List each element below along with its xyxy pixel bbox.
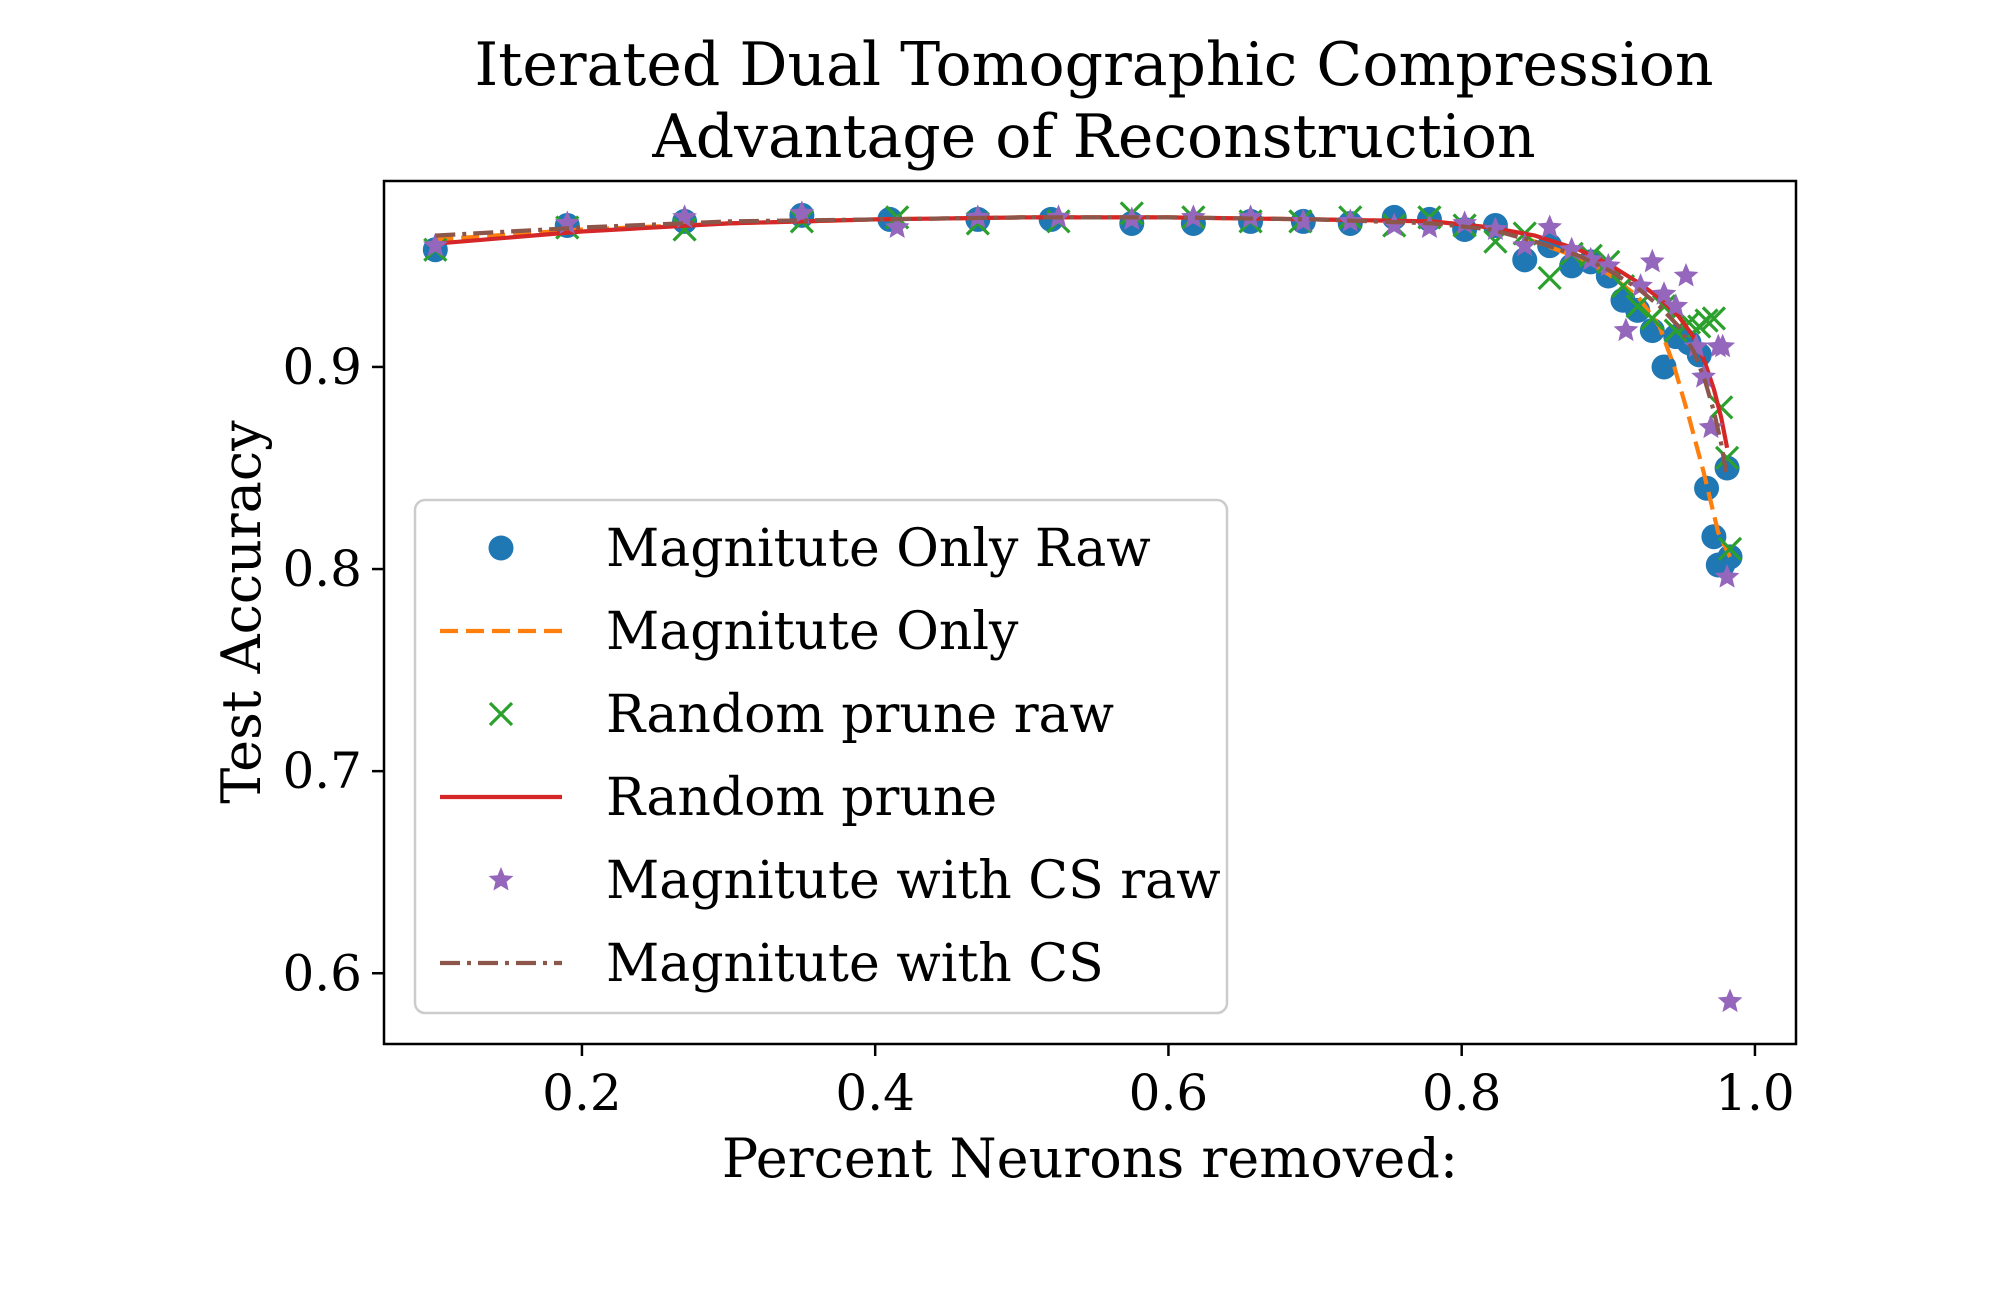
data-point xyxy=(1537,265,1562,291)
series-line xyxy=(435,215,1730,479)
legend-box xyxy=(413,498,1229,1015)
legend-swatch xyxy=(488,867,514,891)
y-tick-label: 0.9 xyxy=(282,338,362,396)
data-point xyxy=(1710,333,1736,358)
series-magnitute-with-cs xyxy=(435,215,1730,479)
legend-label: Magnitute Only xyxy=(606,602,1019,662)
x-tick-label: 0.8 xyxy=(1422,1064,1502,1122)
data-point xyxy=(1663,293,1689,317)
data-point xyxy=(789,200,815,224)
data-point xyxy=(1238,204,1263,228)
legend-label: Random prune raw xyxy=(606,685,1114,745)
data-point xyxy=(1625,294,1650,319)
legend-item-magnitute-only-raw: Magnitute Only Raw xyxy=(488,519,1151,579)
legend-label: Magnitute Only Raw xyxy=(606,519,1151,579)
data-point xyxy=(423,232,448,257)
data-point xyxy=(1714,445,1740,471)
x-tick-label: 0.2 xyxy=(542,1064,622,1122)
plot-frame xyxy=(382,179,1798,1046)
y-tick-label: 0.8 xyxy=(282,540,362,598)
data-point xyxy=(1613,317,1639,342)
data-point xyxy=(1691,364,1716,388)
y-tick-label: 0.7 xyxy=(282,742,362,800)
legend-item-magnitute-only: Magnitute Only xyxy=(440,602,1019,662)
data-point xyxy=(1717,988,1743,1013)
legend-item-magnitute-with-cs-raw: Magnitute with CS raw xyxy=(488,851,1221,911)
chart-title-line-2: Advantage of Reconstruction xyxy=(651,102,1535,172)
data-point xyxy=(1701,306,1727,331)
data-point xyxy=(1651,281,1677,305)
data-point xyxy=(1628,273,1653,297)
legend-item-random-prune-raw: Random prune raw xyxy=(488,685,1114,745)
data-point xyxy=(1694,308,1719,333)
legend-swatch xyxy=(488,535,514,561)
x-tick-label: 1.0 xyxy=(1715,1064,1795,1122)
y-axis-label: Test Accuracy xyxy=(210,420,273,804)
chart-title-line-1: Iterated Dual Tomographic Compression xyxy=(475,30,1714,100)
y-tick-label: 0.6 xyxy=(282,944,362,1002)
data-point xyxy=(1694,475,1720,501)
data-point xyxy=(1673,263,1699,287)
legend-label: Random prune xyxy=(606,768,997,828)
data-point xyxy=(1512,232,1538,257)
data-point xyxy=(1381,212,1407,236)
data-point xyxy=(1596,252,1621,277)
data-point xyxy=(1717,536,1743,561)
data-point xyxy=(1717,544,1743,570)
data-point xyxy=(1639,248,1665,273)
legend-label: Magnitute with CS raw xyxy=(606,851,1221,911)
plot-area xyxy=(422,200,1743,1013)
legend-label: Magnitute with CS xyxy=(606,934,1104,994)
legend-item-magnitute-with-cs: Magnitute with CS xyxy=(440,934,1104,994)
legend: Magnitute Only Raw Magnitute Only Random p… xyxy=(413,498,1229,1015)
data-point xyxy=(1709,395,1734,420)
data-point xyxy=(1291,208,1316,232)
x-axis-label: Percent Neurons removed: xyxy=(722,1127,1458,1190)
data-point xyxy=(1714,564,1740,588)
data-point xyxy=(1701,524,1727,550)
data-point xyxy=(1651,354,1677,380)
data-point xyxy=(884,214,910,238)
legend-item-random-prune: Random prune xyxy=(440,768,997,828)
data-point xyxy=(1181,204,1206,228)
axes: 0.2 0.4 0.6 0.8 1.0 0.6 0.7 0.8 0.9 xyxy=(282,338,1794,1122)
x-tick-label: 0.6 xyxy=(1129,1064,1209,1122)
data-point xyxy=(1537,214,1562,238)
legend-swatch xyxy=(488,701,514,727)
data-point xyxy=(1683,333,1709,358)
data-point xyxy=(1417,214,1442,238)
x-tick-label: 0.4 xyxy=(835,1064,915,1122)
